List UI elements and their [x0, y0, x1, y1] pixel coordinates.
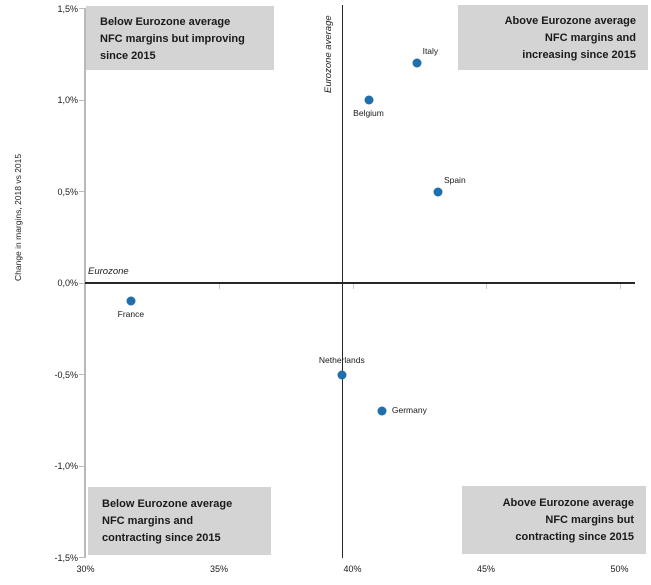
y-tick-label: 0,5% — [57, 186, 78, 197]
data-point-label-france: France — [117, 309, 145, 320]
y-axis-tick — [79, 465, 85, 467]
data-point-label-netherlands: Netherlands — [318, 354, 365, 365]
data-point-netherlands — [337, 370, 347, 379]
data-point-label-italy: Italy — [422, 46, 439, 57]
y-axis-tick — [79, 557, 85, 558]
eurozone-average-line — [341, 5, 343, 558]
data-point-label-germany: Germany — [391, 405, 427, 416]
y-axis-tick — [79, 374, 85, 375]
quadrant-label-bottom-left: Below Eurozone average NFC margins and c… — [88, 487, 271, 555]
y-axis-tick — [79, 282, 85, 284]
quadrant-label-bottom-right: Above Eurozone average NFC margins but c… — [462, 486, 646, 554]
y-axis-tick — [79, 8, 85, 9]
y-tick-label: 1,0% — [57, 95, 78, 105]
x-axis-tick — [219, 284, 220, 289]
data-point-spain — [433, 187, 443, 196]
quadrant-label-top-right: Above Eurozone average NFC margins and i… — [458, 5, 648, 70]
x-tick-label: 30% — [76, 564, 95, 574]
x-axis-tick — [486, 284, 487, 289]
y-tick-label: -0,5% — [54, 369, 78, 380]
y-tick-label: 1,5% — [57, 3, 78, 14]
data-point-label-belgium: Belgium — [353, 108, 384, 118]
zero-reference-line — [85, 282, 635, 284]
x-axis-tick — [352, 284, 354, 289]
data-point-label-spain: Spain — [443, 174, 466, 185]
eurozone-line-label: Eurozone — [88, 266, 129, 277]
x-tick-label: 35% — [209, 564, 229, 574]
data-point-belgium — [364, 95, 374, 105]
y-axis-tick — [79, 99, 85, 101]
x-tick-label: 40% — [343, 564, 362, 574]
x-tick-label: 45% — [476, 564, 496, 574]
y-axis-tick — [79, 191, 85, 192]
y-tick-label: 0,0% — [57, 278, 78, 288]
y-tick-label: -1,5% — [54, 552, 78, 563]
x-tick-label: 50% — [610, 564, 629, 574]
data-point-france — [126, 296, 136, 306]
data-point-italy — [412, 58, 422, 68]
data-point-germany — [377, 406, 387, 416]
x-axis-tick — [619, 284, 621, 289]
y-tick-label: -1,0% — [54, 461, 78, 471]
quadrant-label-top-left: Below Eurozone average NFC margins but i… — [86, 6, 274, 70]
